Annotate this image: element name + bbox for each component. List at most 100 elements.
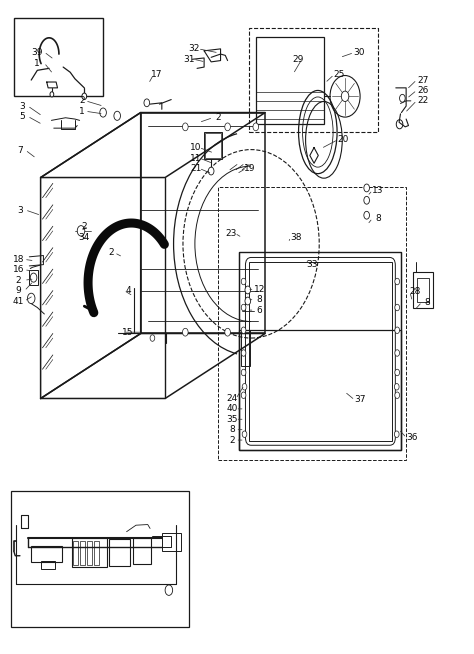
- Bar: [10, 490, 189, 627]
- Text: 12: 12: [254, 284, 265, 294]
- Bar: [239, 330, 401, 451]
- Text: 8: 8: [229, 425, 235, 434]
- Bar: [29, 271, 38, 284]
- Circle shape: [364, 211, 370, 219]
- Text: 29: 29: [292, 55, 304, 64]
- Circle shape: [114, 111, 120, 120]
- Text: 18: 18: [13, 255, 24, 264]
- Bar: [413, 272, 433, 307]
- Bar: [249, 262, 392, 441]
- Text: 1: 1: [35, 59, 40, 67]
- Text: 38: 38: [290, 233, 301, 242]
- Circle shape: [242, 431, 247, 438]
- Circle shape: [395, 392, 400, 398]
- Text: 33: 33: [306, 260, 318, 269]
- Circle shape: [165, 585, 173, 595]
- Text: 24: 24: [227, 394, 238, 403]
- Circle shape: [182, 123, 188, 131]
- Text: 2: 2: [215, 113, 221, 122]
- Circle shape: [209, 167, 214, 175]
- Text: 34: 34: [79, 233, 90, 242]
- Circle shape: [395, 327, 400, 334]
- Text: 31: 31: [183, 55, 195, 64]
- Circle shape: [395, 350, 400, 356]
- Bar: [241, 330, 250, 366]
- Text: 13: 13: [372, 186, 383, 195]
- Circle shape: [341, 91, 349, 101]
- Circle shape: [394, 431, 399, 438]
- Circle shape: [241, 278, 246, 284]
- Text: 20: 20: [337, 135, 349, 145]
- Circle shape: [225, 328, 230, 336]
- Text: 26: 26: [417, 86, 428, 95]
- Bar: [73, 541, 78, 566]
- Text: 41: 41: [13, 296, 24, 305]
- Circle shape: [253, 123, 259, 131]
- Text: 17: 17: [151, 71, 163, 79]
- Circle shape: [245, 286, 251, 294]
- Bar: [249, 28, 378, 132]
- Text: 3: 3: [19, 101, 25, 111]
- Text: 8: 8: [257, 295, 263, 304]
- Text: 2: 2: [108, 249, 114, 258]
- Circle shape: [245, 297, 251, 305]
- Text: 1: 1: [79, 107, 85, 116]
- Text: 6: 6: [257, 305, 263, 315]
- Bar: [205, 133, 221, 158]
- Circle shape: [241, 370, 246, 376]
- Text: 28: 28: [410, 287, 421, 296]
- Text: 5: 5: [19, 112, 25, 121]
- Text: 22: 22: [417, 96, 428, 105]
- Text: 2: 2: [16, 276, 21, 284]
- Bar: [80, 541, 85, 566]
- Text: 9: 9: [16, 286, 21, 295]
- Circle shape: [150, 335, 155, 341]
- Text: 32: 32: [188, 44, 200, 54]
- Text: 25: 25: [334, 71, 345, 79]
- Bar: [14, 18, 103, 96]
- Text: 27: 27: [417, 76, 428, 84]
- Circle shape: [242, 383, 247, 390]
- Text: 16: 16: [13, 266, 24, 274]
- Bar: [218, 187, 406, 460]
- Circle shape: [182, 328, 188, 336]
- Text: 3: 3: [17, 205, 23, 215]
- Text: 8: 8: [375, 214, 381, 223]
- Circle shape: [395, 370, 400, 376]
- Circle shape: [241, 304, 246, 311]
- Bar: [239, 252, 401, 451]
- Circle shape: [30, 273, 37, 282]
- Circle shape: [241, 350, 246, 356]
- Text: 39: 39: [32, 48, 43, 57]
- Text: 23: 23: [226, 229, 237, 238]
- Circle shape: [100, 108, 106, 117]
- Text: 15: 15: [122, 328, 134, 337]
- Text: 36: 36: [406, 433, 418, 442]
- Circle shape: [50, 92, 54, 97]
- Circle shape: [144, 99, 150, 107]
- Circle shape: [364, 196, 370, 204]
- Text: 4: 4: [125, 286, 131, 295]
- Text: 2: 2: [229, 436, 235, 445]
- Text: 2: 2: [79, 96, 85, 105]
- Text: 21: 21: [190, 164, 201, 173]
- Circle shape: [364, 184, 370, 192]
- Circle shape: [77, 226, 85, 236]
- Circle shape: [400, 94, 405, 102]
- Text: 8: 8: [424, 298, 430, 307]
- Text: 2: 2: [82, 222, 87, 231]
- Text: 37: 37: [355, 395, 366, 404]
- Text: 40: 40: [227, 404, 238, 413]
- Circle shape: [241, 392, 246, 398]
- Bar: [133, 538, 151, 564]
- Text: 10: 10: [190, 143, 201, 152]
- Text: 35: 35: [227, 415, 238, 424]
- Text: 19: 19: [244, 164, 255, 173]
- Bar: [204, 132, 222, 160]
- Bar: [87, 541, 92, 566]
- Bar: [417, 277, 429, 302]
- Circle shape: [395, 304, 400, 311]
- Bar: [94, 541, 100, 566]
- Circle shape: [395, 278, 400, 284]
- Circle shape: [225, 123, 230, 131]
